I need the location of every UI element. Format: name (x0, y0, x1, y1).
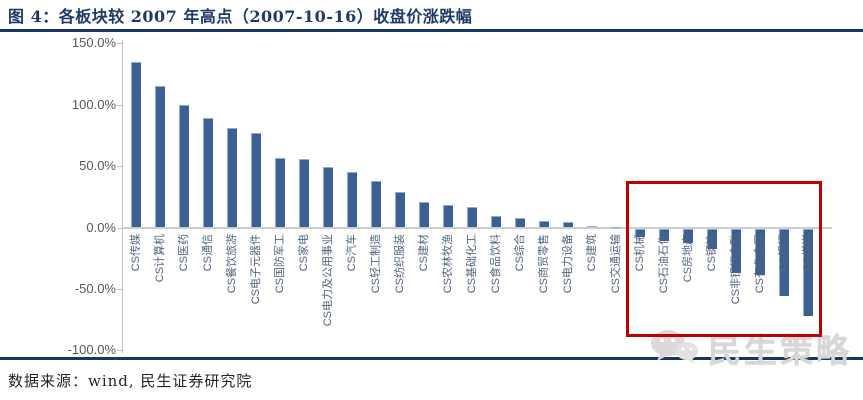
bar-CS建筑 (587, 225, 597, 228)
x-axis-label: CS计算机 (154, 234, 166, 283)
bar-CS通信 (203, 118, 213, 228)
highlight-box (626, 181, 822, 337)
y-axis-tick (117, 104, 122, 106)
x-axis-label: CS建材 (418, 234, 430, 272)
y-axis-tick-label: 100.0% (71, 96, 116, 112)
bar-CS交通运输 (611, 226, 621, 228)
y-axis-tick-label: -100.0% (67, 342, 116, 358)
bottom-rule (0, 357, 863, 360)
x-axis-label: CS电力设备 (562, 234, 574, 294)
y-axis-tick-label: 50.0% (79, 158, 116, 174)
y-axis-tick (117, 43, 122, 45)
x-axis-zero-line (122, 226, 832, 229)
bar-CS农林牧渔 (443, 205, 453, 228)
bar-CS有色金属 (755, 228, 765, 276)
x-axis-label: CS机械 (634, 234, 646, 272)
bar-CS综合 (515, 218, 525, 228)
x-axis-label: CS食品饮料 (490, 234, 502, 294)
figure-title: 图 4：各板块较 2007 年高点（2007-10-16）收盘价涨跌幅 (8, 7, 473, 26)
wechat-chat-bubbles-icon (651, 330, 698, 364)
x-axis-label: CS家电 (298, 234, 310, 272)
x-axis-label: CS综合 (514, 234, 526, 272)
bar-CS建材 (419, 201, 429, 228)
x-axis-label: CS汽车 (346, 234, 358, 272)
y-axis-tick (117, 227, 122, 229)
x-axis-label: CS轻工制造 (370, 234, 382, 294)
bar-CS汽车 (347, 172, 357, 228)
bar-CS商贸零售 (539, 220, 549, 228)
bar-CS电力设备 (563, 221, 573, 228)
y-axis-tick (117, 350, 122, 352)
y-axis-tick-label: 0.0% (86, 219, 116, 235)
bar-CS机械 (635, 228, 645, 238)
x-axis-label: CS传媒 (130, 234, 142, 272)
bar-CS轻工制造 (371, 180, 381, 228)
y-axis-line (122, 40, 123, 353)
bar-CS电子元器件 (251, 133, 261, 228)
bar-CS银行 (779, 228, 789, 296)
x-axis-label: CS电力及公用事业 (322, 234, 334, 327)
bar-CS传媒 (131, 61, 141, 228)
bar-CS国防军工 (275, 157, 285, 228)
x-axis-label: CS电子元器件 (250, 234, 262, 305)
bar-CS餐饮旅游 (227, 128, 237, 228)
x-axis-label: CS纺织服装 (394, 234, 406, 294)
x-axis-label: CS农林牧渔 (442, 234, 454, 294)
bar-CS煤炭 (803, 228, 813, 316)
bar-CS纺织服装 (395, 191, 405, 228)
x-axis-label: CS医药 (178, 234, 190, 272)
bar-CS钢铁 (707, 228, 717, 250)
top-rule (0, 29, 863, 32)
bar-CS石油石化 (659, 228, 669, 241)
x-axis-label: CS餐饮旅游 (226, 234, 238, 294)
x-axis-label: CS建筑 (586, 234, 598, 272)
x-axis-label: CS基础化工 (466, 234, 478, 294)
y-axis-tick (117, 166, 122, 168)
x-axis-label: CS商贸零售 (538, 234, 550, 294)
bar-CS非银行金融 (731, 228, 741, 273)
bar-CS基础化工 (467, 206, 477, 228)
x-axis-label: CS交通运输 (610, 234, 622, 294)
data-source-note: 数据来源：wind, 民生证券研究院 (8, 372, 253, 390)
bar-CS电力及公用事业 (323, 167, 333, 228)
bar-CS计算机 (155, 86, 165, 228)
x-axis-label: CS通信 (202, 234, 214, 272)
watermark-text: 民生策略 (708, 331, 852, 370)
bar-CS房地产 (683, 228, 693, 244)
bar-CS医药 (179, 104, 189, 228)
brand-watermark: 民生策略 (648, 324, 852, 372)
y-axis-tick-label: 150.0% (71, 35, 116, 51)
y-axis-tick (117, 288, 122, 290)
y-axis-tick-label: -50.0% (74, 280, 116, 296)
x-axis-label: CS国防军工 (274, 234, 286, 294)
bar-CS食品饮料 (491, 215, 501, 228)
bar-CS家电 (299, 158, 309, 228)
